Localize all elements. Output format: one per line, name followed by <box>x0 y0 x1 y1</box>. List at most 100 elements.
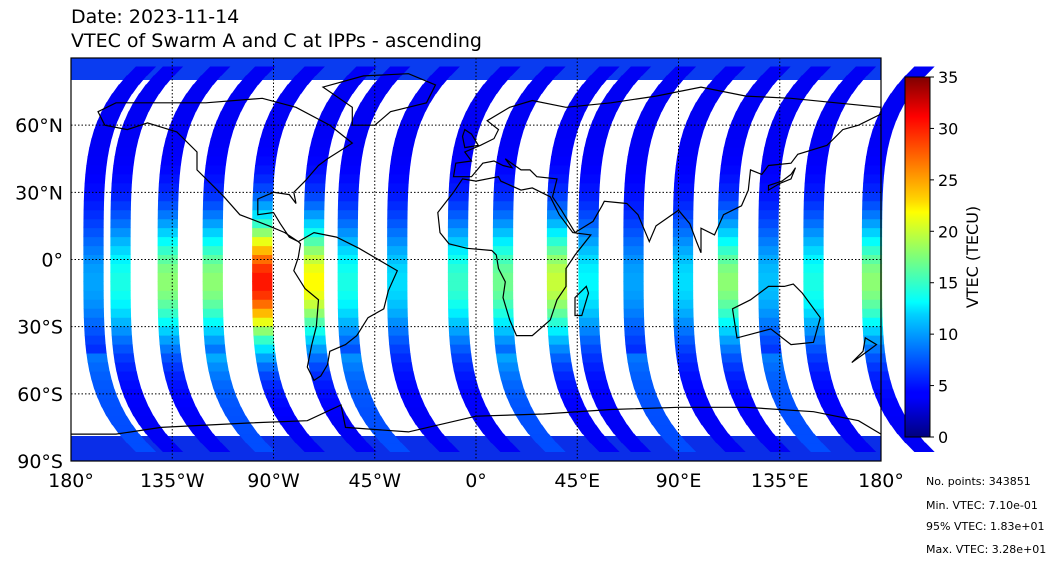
swath-segment <box>547 182 569 193</box>
swath-segment <box>803 209 824 220</box>
swath-segment <box>549 156 572 166</box>
swath-segment <box>521 424 549 435</box>
swath-segment <box>337 281 358 291</box>
swath-segment <box>753 75 782 85</box>
swath-segment <box>258 370 281 381</box>
swath-segment <box>672 272 694 282</box>
swath-segment <box>626 156 648 166</box>
swath-segment <box>158 173 180 184</box>
swath-segment <box>387 308 408 318</box>
swath-segment <box>528 75 557 85</box>
swath-segment <box>552 138 576 148</box>
swath-segment <box>139 424 167 435</box>
stat-max: Max. VTEC: 3.28e+01 <box>926 543 1047 556</box>
swath-segment <box>578 191 600 202</box>
swath-segment <box>758 236 779 247</box>
swath-segment <box>158 335 180 345</box>
swath-segment <box>85 344 107 354</box>
swath-segment <box>373 433 402 444</box>
swath-segment <box>627 361 650 372</box>
swath-segment <box>253 173 275 184</box>
swath-segment <box>415 84 443 94</box>
swath-segment <box>345 129 369 139</box>
swath-segment <box>453 370 477 381</box>
x-tick-label: 180° <box>48 470 94 492</box>
swath-segment <box>157 290 178 300</box>
swath-segment <box>387 290 408 300</box>
swath-segment <box>578 218 599 229</box>
colorbar-label: VTEC (TECU) <box>963 206 982 308</box>
swath-segment <box>157 218 178 229</box>
swath-segment <box>864 353 887 363</box>
swath-segment <box>832 84 860 94</box>
swath-segment <box>157 263 178 273</box>
swath-segment <box>675 156 698 166</box>
swath-segment <box>862 200 883 211</box>
swath-segment <box>861 281 883 291</box>
swath-segment <box>646 415 673 426</box>
swath-segment <box>761 353 783 363</box>
swath-segment <box>347 66 377 76</box>
swath-segment <box>118 129 142 139</box>
swath-segment <box>339 75 368 85</box>
swath-segment <box>252 317 274 327</box>
swath-segment <box>492 209 514 220</box>
swath-segment <box>83 218 104 229</box>
swath-segment <box>387 281 408 291</box>
swath-segment <box>761 66 791 76</box>
swath-segment <box>116 370 139 381</box>
swath-segment <box>579 182 600 193</box>
swath-segment <box>551 361 574 372</box>
swath-segment <box>111 326 132 336</box>
colorbar-tick-label: 25 <box>938 171 958 190</box>
swath-segment <box>803 290 824 300</box>
swath-segment <box>717 227 739 238</box>
swath-segment <box>708 433 737 444</box>
swath-segment <box>861 263 883 273</box>
swath-segment <box>832 424 860 435</box>
swath-segment <box>720 156 743 166</box>
swath-segment <box>781 415 808 426</box>
swath-segment <box>578 245 599 256</box>
swath-segment <box>220 102 246 112</box>
swath-segment <box>492 263 514 273</box>
swath-segment <box>387 263 408 273</box>
swath-segment <box>145 75 175 85</box>
track-swath <box>252 66 325 453</box>
swath-segment <box>864 156 887 166</box>
y-tick-label: 30°N <box>15 182 63 204</box>
swath-segment <box>672 209 694 220</box>
swath-segment <box>205 156 228 166</box>
swath-segment <box>447 290 469 300</box>
swath-segment <box>623 236 644 247</box>
swath-segment <box>552 370 576 381</box>
swath-segment <box>203 182 225 193</box>
swath-segment <box>674 344 697 354</box>
swath-segment <box>201 442 231 453</box>
swath-segment <box>746 424 774 435</box>
swath-segment <box>758 317 780 327</box>
swath-segment <box>111 335 133 345</box>
swath-segment <box>631 379 655 390</box>
swath-segment <box>252 308 273 318</box>
swath-segment <box>110 245 131 256</box>
swath-segment <box>447 209 469 220</box>
swath-segment <box>708 75 737 85</box>
swath-segment <box>584 138 607 148</box>
swath-segment <box>252 263 273 273</box>
swath-segment <box>306 353 329 363</box>
swath-segment <box>691 406 717 417</box>
swath-segment <box>83 281 104 291</box>
swath-segment <box>867 370 891 381</box>
stat-p95: 95% VTEC: 1.83e+01 <box>926 520 1045 533</box>
swath-segment <box>674 335 696 345</box>
swath-segment <box>202 236 223 247</box>
swath-segment <box>231 84 259 94</box>
swath-segment <box>623 281 644 291</box>
swath-segment <box>202 254 223 264</box>
swath-segment <box>806 353 828 363</box>
figure-title: VTEC of Swarm A and C at IPPs - ascendin… <box>71 30 482 52</box>
swath-segment <box>303 290 325 300</box>
swath-segment <box>202 245 223 256</box>
